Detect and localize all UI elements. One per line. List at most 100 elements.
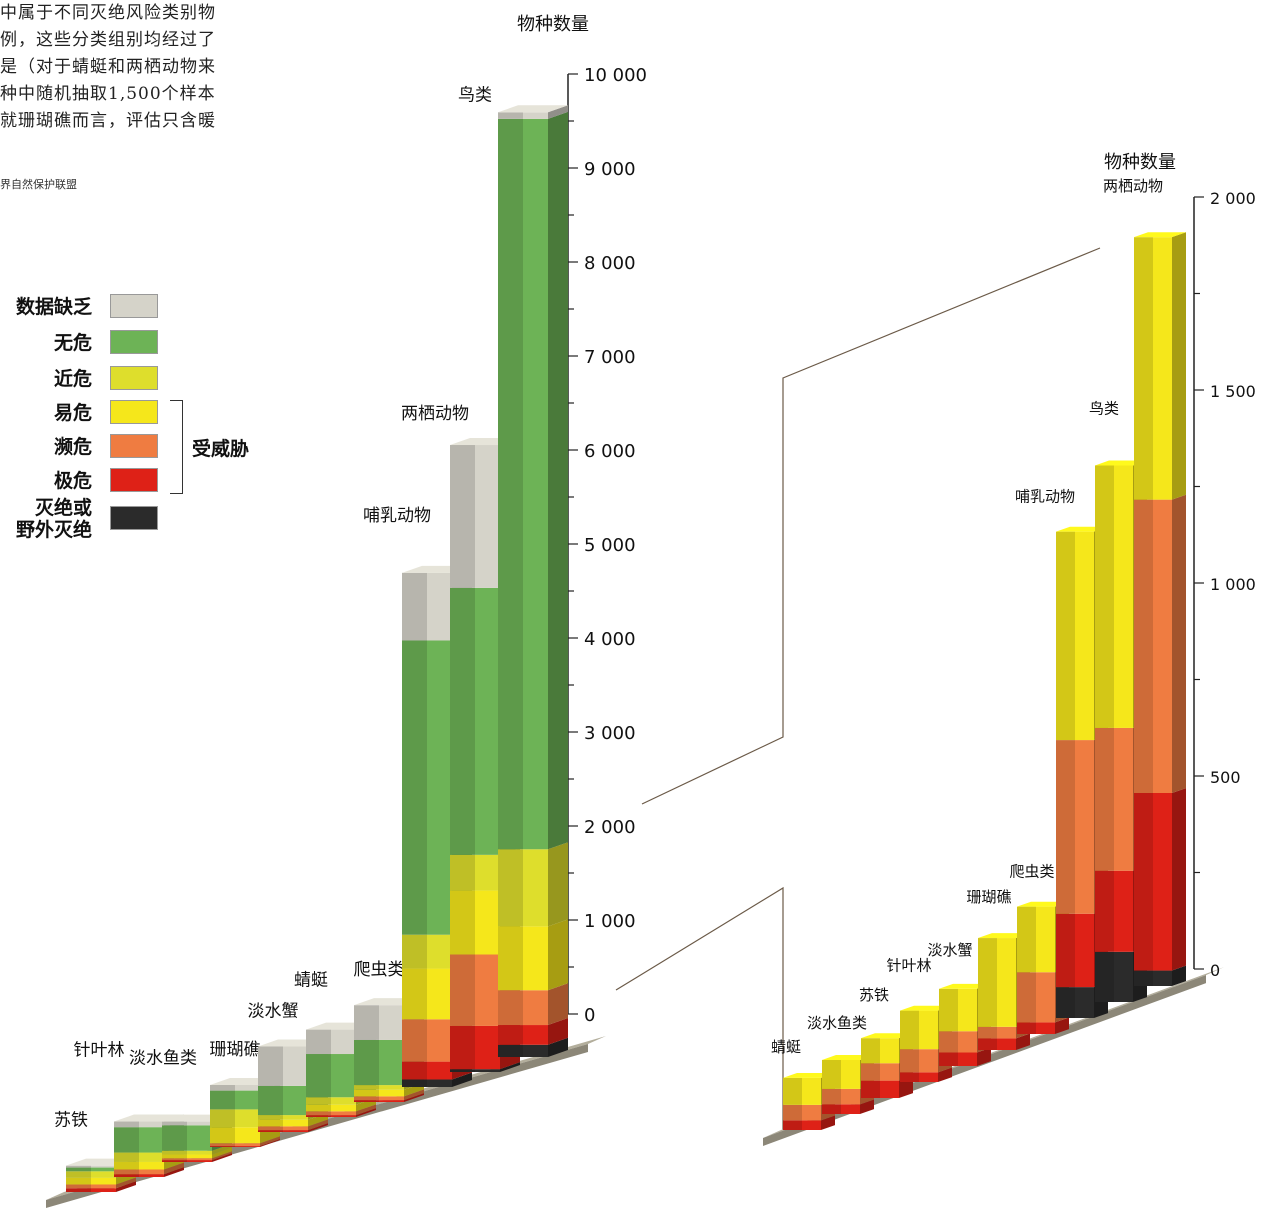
bar-segment-濒危 (379, 1096, 404, 1101)
bar-segment-易危 (402, 968, 427, 1020)
bar-segment-易危 (783, 1077, 802, 1105)
bar-segment-濒危 (1075, 740, 1094, 914)
bar-segment-易危 (1114, 465, 1133, 728)
bar-segment-无危 (306, 1054, 331, 1098)
bar-side-易危 (548, 919, 568, 991)
bar-segment-数据缺乏 (427, 572, 452, 641)
bar-segment-濒危 (91, 1184, 116, 1189)
bar-segment-濒危 (1153, 499, 1172, 793)
bar-segment-无危 (210, 1090, 235, 1110)
bar-segment-极危 (978, 1038, 997, 1050)
bar-segment-濒危 (162, 1158, 187, 1161)
bar-segment-极危 (1056, 913, 1075, 988)
legend: 数据缺乏 无危 近危 易危 濒危 极危 灭绝或 野外灭绝 受威胁 (0, 292, 270, 552)
bar-segment-易危 (939, 988, 958, 1032)
bar-segment-近危 (354, 1085, 379, 1090)
bar-segment-易危 (861, 1038, 880, 1064)
bar-side-极危 (212, 1153, 232, 1162)
y-tick-label: 1 500 (1210, 382, 1256, 401)
bar-side-极危 (548, 1018, 568, 1045)
bar-segment-濒危 (841, 1088, 860, 1105)
bar-segment-数据缺乏 (114, 1121, 139, 1128)
bar-淡水蟹 (939, 983, 991, 1066)
bar-segment-濒危 (450, 954, 475, 1026)
bar-segment-近危 (114, 1152, 139, 1162)
bar-segment-极危 (306, 1115, 331, 1117)
bar-segment-数据缺乏 (523, 112, 548, 119)
bar-segment-极危 (1036, 1022, 1055, 1034)
bar-segment-近危 (66, 1171, 91, 1178)
bar-segment-易危 (114, 1161, 139, 1170)
y-tick-label: 8 000 (584, 253, 636, 274)
bar-segment-数据缺乏 (354, 1005, 379, 1040)
bar-segment-濒危 (900, 1049, 919, 1073)
bar-segment-数据缺乏 (306, 1029, 331, 1055)
intro-text: 中属于不同灭绝风险类别物 例，这些分类组别均经过了 是（对于蜻蜓和两栖动物来 种… (0, 0, 290, 135)
bar-side-濒危 (356, 1104, 376, 1116)
bar-segment-濒危 (402, 1019, 427, 1062)
bar-segment-易危 (1056, 531, 1075, 741)
bar-segment-数据缺乏 (402, 572, 427, 641)
bar-segment-易危 (1017, 906, 1036, 973)
bar-segment-极危 (822, 1104, 841, 1114)
bar-segment-无危 (235, 1090, 260, 1110)
bar-segment-易危 (1134, 237, 1153, 500)
bar-segment-濒危 (861, 1063, 880, 1081)
intro-line: 例，这些分类组别均经过了 (0, 30, 216, 50)
bar-segment-无危 (427, 640, 452, 935)
legend-label: 易危 (53, 402, 92, 424)
bar-segment-易危 (822, 1059, 841, 1089)
bar-segment-数据缺乏 (162, 1121, 187, 1126)
bar-segment-濒危 (306, 1111, 331, 1116)
y-tick-label: 9 000 (584, 159, 636, 180)
connector-top (641, 247, 1101, 805)
bar-segment-易危 (919, 1010, 938, 1050)
y-tick-label: 1 000 (584, 911, 636, 932)
bar-segment-数据缺乏 (210, 1084, 235, 1091)
bar-segment-易危 (187, 1154, 212, 1159)
y-axis-label: 物种数量 (517, 14, 589, 35)
bar-side-灭绝或野外灭绝 (548, 1037, 568, 1057)
legend-label: 极危 (53, 470, 92, 492)
legend-label: 濒危 (53, 436, 92, 458)
bar-segment-极危 (880, 1080, 899, 1098)
bar-segment-濒危 (283, 1126, 308, 1131)
bar-segment-濒危 (919, 1049, 938, 1073)
bar-segment-易危 (1075, 531, 1094, 741)
legend-swatch (110, 434, 158, 458)
bar-segment-极危 (162, 1160, 187, 1162)
bar-segment-极危 (210, 1146, 235, 1147)
bar-segment-极危 (450, 1025, 475, 1070)
intro-line: 种中随机抽取1,500个样本 (0, 84, 216, 104)
bar-segment-极危 (235, 1146, 260, 1147)
category-label: 爬虫类 (354, 960, 405, 980)
bar-segment-濒危 (1017, 972, 1036, 1023)
legend-item-data-deficient: 数据缺乏 (0, 292, 160, 326)
bar-segment-极危 (919, 1072, 938, 1082)
bar-segment-极危 (1017, 1022, 1036, 1034)
bar-side-极危 (260, 1139, 280, 1147)
bar-side-灭绝或野外灭绝 (1172, 965, 1186, 986)
category-label: 淡水蟹 (927, 941, 972, 959)
bar-side-极危 (860, 1099, 874, 1114)
bar-segment-极危 (283, 1130, 308, 1132)
bar-segment-易危 (139, 1161, 164, 1170)
bar-side-极危 (404, 1093, 424, 1102)
bar-segment-近危 (523, 849, 548, 927)
legend-swatch (110, 468, 158, 492)
bar-segment-数据缺乏 (283, 1046, 308, 1086)
bar-segment-灭绝或野外灭绝 (523, 1044, 548, 1057)
bar-segment-灭绝或野外灭绝 (402, 1079, 427, 1087)
legend-swatch (110, 400, 158, 424)
legend-item-extinct: 灭绝或 野外灭绝 (0, 497, 160, 541)
bar-segment-易危 (354, 1089, 379, 1097)
bar-segment-濒危 (1095, 727, 1114, 871)
bar-segment-无危 (379, 1039, 404, 1086)
bar-segment-无危 (354, 1039, 379, 1086)
intro-line: 中属于不同灭绝风险类别物 (0, 3, 216, 23)
bar-segment-濒危 (1134, 499, 1153, 793)
bar-segment-近危 (258, 1115, 283, 1120)
bar-segment-极危 (841, 1104, 860, 1114)
bar-segment-易危 (1095, 465, 1114, 728)
